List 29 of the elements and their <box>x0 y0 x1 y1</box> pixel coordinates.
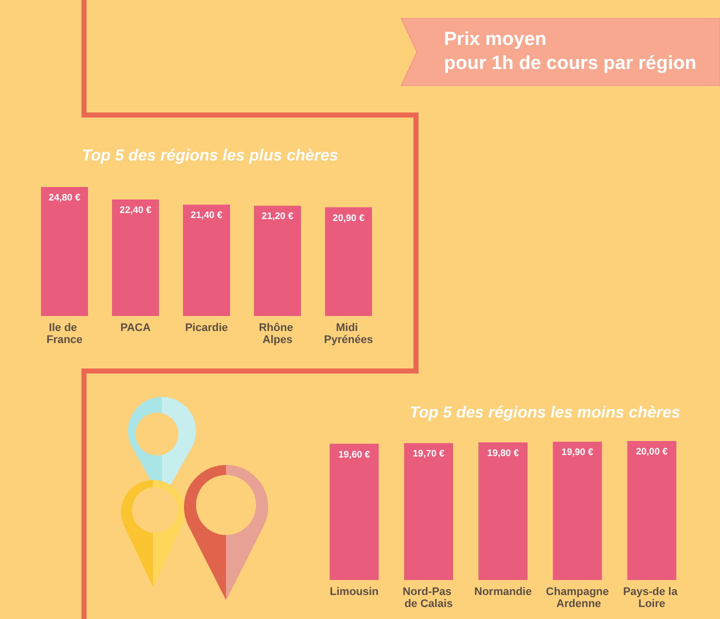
bar <box>254 206 301 316</box>
x-tick-label: Picardie <box>185 322 228 334</box>
data-label: 19,80 € <box>487 448 520 459</box>
data-label: 24,80 € <box>48 192 82 204</box>
data-label: 19,70 € <box>412 448 446 460</box>
x-tick-label: Pays-de la Loire <box>623 586 681 610</box>
x-tick-label: Limousin <box>330 586 379 598</box>
bar <box>112 199 159 316</box>
data-label: 20,00 € <box>636 446 668 458</box>
chart-title: Top 5 des régions les moins chères <box>410 404 680 422</box>
text: Prix moyen <box>444 28 548 52</box>
data-label: 22,40 € <box>120 204 152 216</box>
x-tick-label: Champagne Ardenne <box>546 586 609 610</box>
chart-title: Top 5 des régions les plus chères <box>82 148 338 164</box>
x-tick-label: PACA <box>120 322 151 334</box>
bar <box>325 207 372 316</box>
data-label: 19,60 € <box>338 449 371 460</box>
data-label: 21,20 € <box>262 211 294 222</box>
bar <box>41 187 88 316</box>
x-tick-label: Nord-Pas de Calais <box>402 586 455 610</box>
x-tick-label: Normandie <box>474 586 532 598</box>
data-label: 20,90 € <box>332 212 366 224</box>
data-label: 21,40 € <box>190 210 224 222</box>
x-tick-label: Ile de France <box>46 322 83 346</box>
text: pour 1h de cours par région <box>444 52 696 76</box>
data-label: 19,90 € <box>562 447 594 458</box>
x-tick-label: Rhône Alpes <box>258 322 296 346</box>
bar <box>183 204 230 316</box>
x-tick-label: Midi Pyrénées <box>324 322 373 346</box>
